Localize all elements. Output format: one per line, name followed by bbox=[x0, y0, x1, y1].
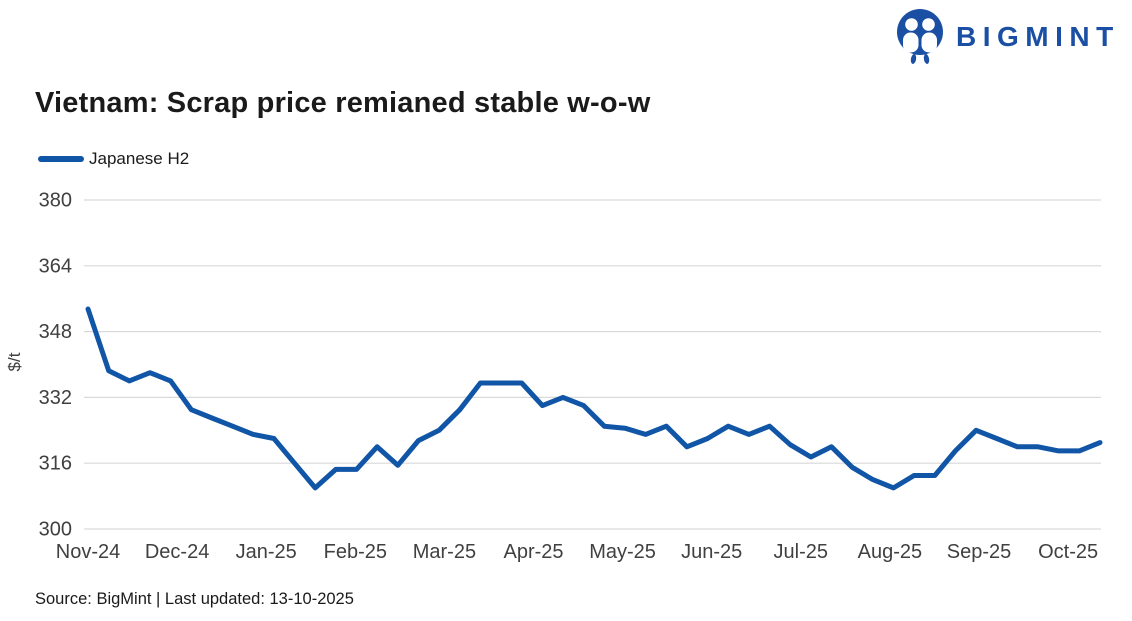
x-tick-label: Apr-25 bbox=[503, 541, 563, 563]
x-tick-label: Mar-25 bbox=[413, 541, 476, 563]
price-chart: 380 364 348 332 316 300 $/t Nov-24 Dec-24 Jan-25 F… bbox=[5, 190, 1103, 563]
logo-wordmark: BIGMINT bbox=[956, 20, 1120, 52]
x-tick-label: Nov-24 bbox=[56, 541, 120, 563]
legend: Japanese H2 bbox=[38, 149, 189, 169]
x-tick-label: Jun-25 bbox=[681, 541, 742, 563]
y-axis-title: $/t bbox=[5, 352, 24, 371]
x-tick-label: Jan-25 bbox=[236, 541, 297, 563]
y-tick-label: 300 bbox=[39, 519, 72, 541]
x-tick-label: Feb-25 bbox=[324, 541, 387, 563]
x-tick-label: Sep-25 bbox=[947, 541, 1012, 563]
x-tick-label: Dec-24 bbox=[145, 541, 209, 563]
y-tick-label: 364 bbox=[39, 255, 72, 277]
y-tick-label: 348 bbox=[39, 321, 72, 343]
bigmint-logo: BIGMINT bbox=[893, 8, 1120, 65]
y-tick-label: 316 bbox=[39, 453, 72, 475]
price-line bbox=[85, 306, 1103, 491]
legend-series-label: Japanese H2 bbox=[89, 149, 190, 168]
y-tick-label: 332 bbox=[39, 387, 72, 409]
source-note: Source: BigMint | Last updated: 13-10-20… bbox=[35, 590, 354, 608]
y-tick-label: 380 bbox=[39, 190, 72, 212]
bigmint-people-icon bbox=[897, 9, 943, 64]
x-tick-label: Oct-25 bbox=[1038, 541, 1098, 563]
legend-line-swatch bbox=[38, 156, 84, 162]
page-title: Vietnam: Scrap price remianed stable w-o… bbox=[35, 87, 651, 119]
x-tick-label: May-25 bbox=[589, 541, 656, 563]
x-tick-label: Jul-25 bbox=[774, 541, 828, 563]
x-tick-label: Aug-25 bbox=[858, 541, 923, 563]
